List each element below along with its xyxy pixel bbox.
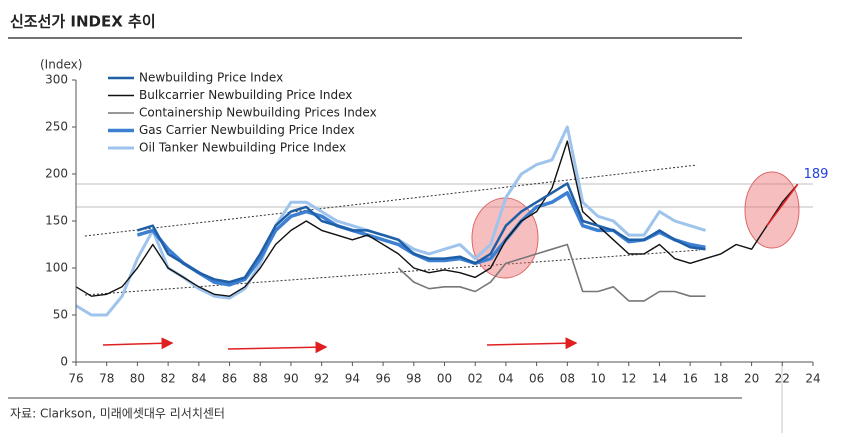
y-tick-label: 50 <box>53 308 68 322</box>
chart-title: 신조선가 INDEX 추이 <box>10 13 156 31</box>
x-tick-label: 88 <box>253 372 268 386</box>
x-tick-label: 82 <box>160 372 175 386</box>
x-tick-label: 94 <box>345 372 360 386</box>
highlight-circle <box>744 171 800 249</box>
series-line <box>137 182 706 284</box>
recent-rise <box>766 183 799 227</box>
x-tick-label: 98 <box>406 372 421 386</box>
arrow <box>102 337 174 350</box>
x-tick-label: 90 <box>283 372 298 386</box>
y-tick-label: 100 <box>45 261 68 275</box>
legend-label: Oil Tanker Newbuilding Price Index <box>139 141 346 155</box>
x-tick-label: 92 <box>314 372 329 386</box>
x-tick-label: 10 <box>590 372 605 386</box>
x-tick-label: 76 <box>68 372 83 386</box>
highlight-circle <box>471 197 539 279</box>
x-tick-label: 08 <box>560 372 575 386</box>
x-tick-label: 02 <box>468 372 483 386</box>
y-tick-label: 200 <box>45 167 68 181</box>
y-tick-label: 0 <box>60 355 68 369</box>
x-tick-label: 00 <box>437 372 452 386</box>
x-tick-label: 18 <box>713 372 728 386</box>
trend-line <box>84 249 701 296</box>
y-tick-label: 150 <box>45 214 68 228</box>
annotation: 189 <box>804 167 829 182</box>
series-line <box>75 140 799 297</box>
x-tick-label: 04 <box>498 372 513 386</box>
x-tick-label: 12 <box>621 372 636 386</box>
x-tick-label: 06 <box>529 372 544 386</box>
legend-label: Newbuilding Price Index <box>139 71 283 85</box>
y-axis-label: (Index) <box>40 58 82 72</box>
x-tick-label: 78 <box>99 372 114 386</box>
trend-line <box>84 164 698 237</box>
plot-area <box>75 125 799 317</box>
x-tick-label: 24 <box>805 372 820 386</box>
y-tick-label: 250 <box>45 120 68 134</box>
legend-label: Bulkcarrier Newbuilding Price Index <box>139 88 352 102</box>
x-tick-label: 14 <box>652 372 667 386</box>
x-tick-label: 22 <box>775 372 790 386</box>
x-tick-label: 20 <box>744 372 759 386</box>
y-tick-label: 300 <box>45 73 68 87</box>
arrow <box>227 341 328 354</box>
x-tick-label: 84 <box>191 372 206 386</box>
x-tick-label: 96 <box>375 372 390 386</box>
legend-label: Containership Newbuilding Prices Index <box>139 106 377 120</box>
source-note: 자료: Clarkson, 미래에셋대우 리서치센터 <box>10 407 225 421</box>
x-tick-label: 80 <box>130 372 145 386</box>
x-tick-label: 86 <box>222 372 237 386</box>
series-line <box>397 243 706 302</box>
x-tick-label: 16 <box>683 372 698 386</box>
legend-label: Gas Carrier Newbuilding Price Index <box>139 123 355 137</box>
arrow <box>486 337 578 350</box>
